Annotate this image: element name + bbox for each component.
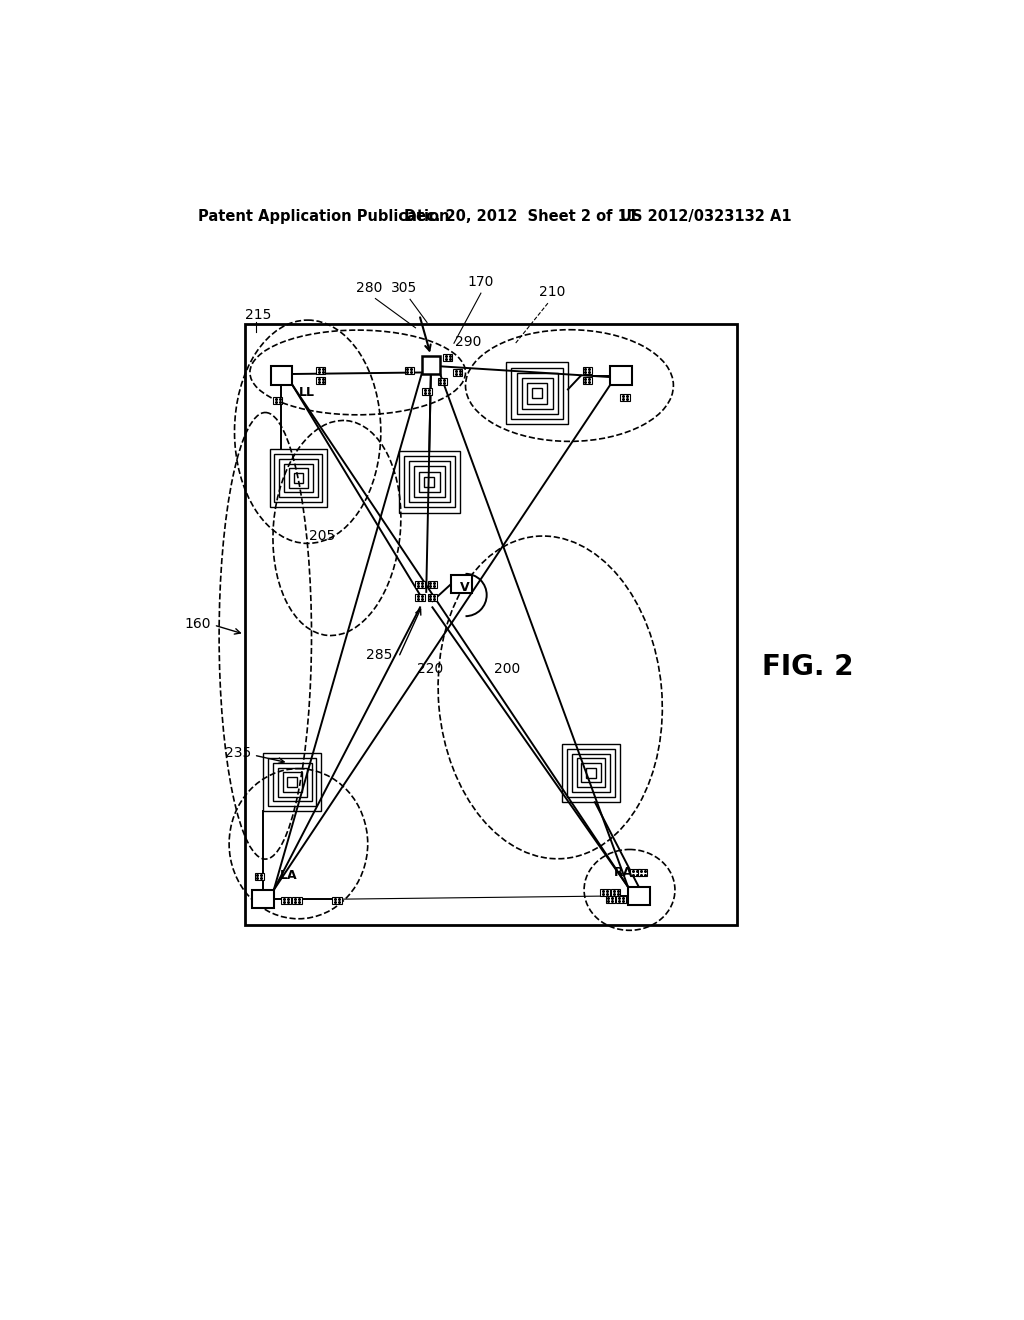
Bar <box>516 372 558 413</box>
Bar <box>289 469 308 487</box>
Bar <box>428 594 437 601</box>
Bar <box>416 581 425 587</box>
Bar <box>284 463 313 492</box>
Bar <box>278 768 307 796</box>
Bar <box>610 367 632 385</box>
Bar <box>280 459 317 498</box>
Bar <box>583 367 592 374</box>
Bar <box>638 870 647 876</box>
Bar <box>273 763 311 801</box>
Bar <box>398 451 460 512</box>
Bar <box>567 748 615 797</box>
Bar <box>628 887 649 906</box>
Bar <box>268 758 316 807</box>
Bar <box>316 367 326 374</box>
Text: 210: 210 <box>540 285 565 298</box>
Bar <box>631 870 640 876</box>
Text: 170: 170 <box>468 276 495 289</box>
Bar <box>294 473 303 483</box>
Bar <box>605 896 614 903</box>
Text: LA: LA <box>280 869 298 882</box>
Text: Dec. 20, 2012  Sheet 2 of 11: Dec. 20, 2012 Sheet 2 of 11 <box>403 209 638 223</box>
Bar <box>409 461 450 503</box>
Bar <box>422 355 440 374</box>
Bar <box>506 363 568 424</box>
Text: 205: 205 <box>309 529 336 543</box>
Bar <box>438 379 447 385</box>
Bar <box>403 457 455 507</box>
Text: 220: 220 <box>417 661 443 676</box>
Bar <box>611 888 621 896</box>
Bar <box>424 477 434 487</box>
Text: 215: 215 <box>245 309 271 322</box>
Bar <box>404 367 414 375</box>
Bar <box>454 370 463 376</box>
Bar <box>586 768 596 777</box>
Bar <box>269 449 328 507</box>
Bar <box>245 323 737 924</box>
Bar <box>511 367 563 418</box>
Bar <box>273 397 283 404</box>
Bar <box>532 388 543 399</box>
Bar <box>252 890 273 908</box>
Bar <box>616 896 626 903</box>
Bar <box>288 777 297 787</box>
Text: V: V <box>460 581 470 594</box>
Bar <box>527 383 548 404</box>
Bar <box>414 466 444 498</box>
Bar <box>451 576 472 594</box>
Text: FIG. 2: FIG. 2 <box>762 652 853 681</box>
Text: 305: 305 <box>391 281 417 296</box>
Bar <box>255 873 264 879</box>
Bar <box>577 759 605 787</box>
Bar <box>443 354 453 360</box>
Bar <box>582 763 601 783</box>
Bar <box>583 378 592 384</box>
Bar <box>263 754 322 810</box>
Bar <box>428 581 437 587</box>
Bar <box>282 898 291 904</box>
Text: LL: LL <box>298 387 314 400</box>
Bar <box>422 388 432 395</box>
Text: 285: 285 <box>366 648 392 663</box>
Bar <box>521 378 553 409</box>
Bar <box>274 454 323 502</box>
Bar <box>316 378 326 384</box>
Bar <box>416 594 425 601</box>
Bar <box>292 898 301 904</box>
Text: 160: 160 <box>185 618 211 631</box>
Text: 200: 200 <box>494 661 520 676</box>
Text: RA: RA <box>614 866 634 879</box>
Text: Patent Application Publication: Patent Application Publication <box>199 209 450 223</box>
Bar <box>571 754 610 792</box>
Bar <box>562 744 620 801</box>
Bar <box>600 888 609 896</box>
Bar <box>621 393 630 400</box>
Text: 290: 290 <box>456 335 482 348</box>
Bar <box>270 367 292 385</box>
Text: 280: 280 <box>356 281 382 296</box>
Text: US 2012/0323132 A1: US 2012/0323132 A1 <box>620 209 792 223</box>
Bar <box>419 471 439 492</box>
Text: 235: 235 <box>225 746 252 760</box>
Bar <box>283 772 302 792</box>
Bar <box>333 898 342 904</box>
